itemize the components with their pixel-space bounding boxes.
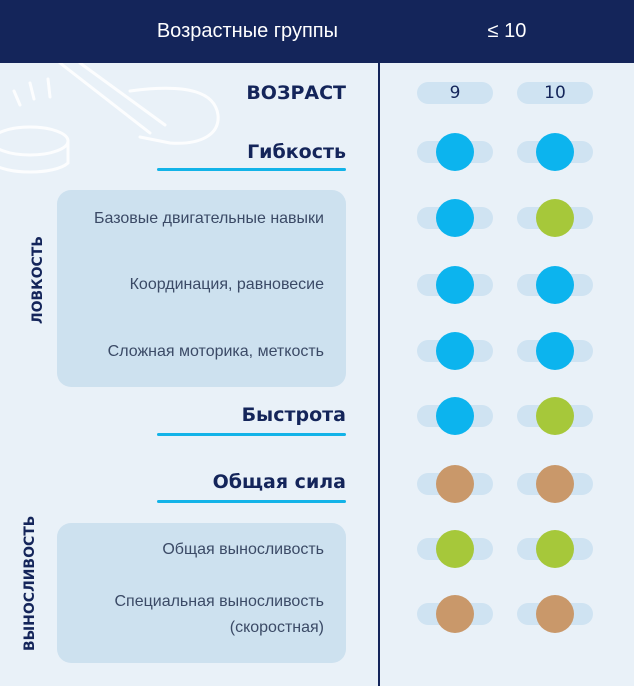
indicator-pill xyxy=(517,595,593,633)
indicator-dot-brown xyxy=(436,595,474,633)
indicator-dot-green xyxy=(536,397,574,435)
indicator-pill xyxy=(417,530,493,568)
indicator-pill xyxy=(517,133,593,171)
endurance-group-box xyxy=(57,523,346,663)
indicator-dot-blue xyxy=(436,133,474,171)
endurance-item-special-note: (скоростная) xyxy=(229,619,324,636)
indicator-dot-blue xyxy=(536,266,574,304)
indicator-pill xyxy=(517,332,593,370)
indicator-dot-blue xyxy=(536,133,574,171)
flexibility-underline xyxy=(157,168,346,171)
indicator-pill xyxy=(517,199,593,237)
indicator-pill xyxy=(517,266,593,304)
agility-item-coordination: Координация, равновесие xyxy=(129,276,324,293)
strength-underline xyxy=(157,500,346,503)
indicator-pill xyxy=(517,397,593,435)
header-title: Возрастные группы xyxy=(156,20,338,42)
indicator-dot-blue xyxy=(436,332,474,370)
indicator-dot-brown xyxy=(436,465,474,503)
indicator-dot-green xyxy=(536,199,574,237)
indicator-dot-blue xyxy=(436,199,474,237)
indicator-pill xyxy=(417,595,493,633)
speed-label: Быстрота xyxy=(241,404,346,426)
indicator-pill xyxy=(417,397,493,435)
indicator-pill xyxy=(517,465,593,503)
indicator-pill xyxy=(417,266,493,304)
indicator-pill xyxy=(417,465,493,503)
indicator-dot-brown xyxy=(536,465,574,503)
age-pill-9: 9 xyxy=(417,82,493,104)
agility-vertical-label: ЛОВКОСТЬ xyxy=(30,235,46,325)
indicator-dot-blue xyxy=(436,266,474,304)
indicator-pill xyxy=(417,199,493,237)
endurance-vertical-label: ВЫНОСЛИВОСТЬ xyxy=(22,515,38,651)
table-header: Возрастные группы ≤ 10 xyxy=(0,0,634,63)
flexibility-label: Гибкость xyxy=(247,141,346,163)
column-divider xyxy=(378,0,380,686)
indicator-dot-blue xyxy=(436,397,474,435)
indicator-dot-blue xyxy=(536,332,574,370)
agility-group-box xyxy=(57,190,346,387)
endurance-item-special: Специальная выносливость xyxy=(114,593,324,610)
speed-underline xyxy=(157,433,346,436)
indicator-pill xyxy=(417,332,493,370)
indicator-pill xyxy=(517,530,593,568)
endurance-item-general: Общая выносливость xyxy=(162,541,324,558)
age-pill-10: 10 xyxy=(517,82,593,104)
agility-item-motor: Сложная моторика, меткость xyxy=(107,343,324,360)
indicator-dot-brown xyxy=(536,595,574,633)
indicator-pill xyxy=(417,133,493,171)
agility-item-basic: Базовые двигательные навыки xyxy=(94,210,324,227)
strength-label: Общая сила xyxy=(212,471,346,493)
age-row-label: ВОЗРАСТ xyxy=(246,82,346,104)
indicator-dot-green xyxy=(436,530,474,568)
header-age-group: ≤ 10 xyxy=(487,20,527,42)
indicator-dot-green xyxy=(536,530,574,568)
hockey-stick-illustration xyxy=(0,63,220,174)
